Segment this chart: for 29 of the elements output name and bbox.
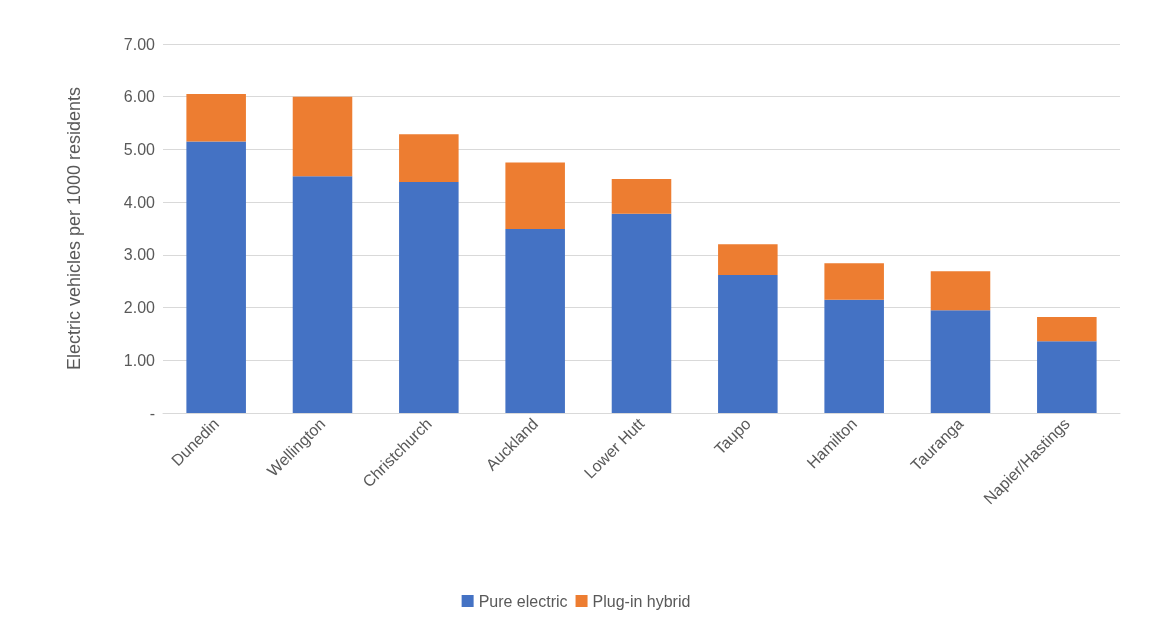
legend-label: Plug-in hybrid [592, 592, 691, 610]
bar [505, 162, 565, 230]
bar [186, 94, 246, 142]
bar [505, 229, 565, 413]
y-tick-label: 7.00 [123, 35, 156, 53]
bar [399, 182, 459, 413]
bar [1037, 317, 1097, 342]
bar [824, 299, 884, 413]
bar [611, 213, 672, 413]
y-axis-title: Electric vehicles per 1000 residents [64, 86, 84, 371]
bar [930, 310, 991, 413]
y-tick-label: 2.00 [123, 299, 156, 317]
bar [399, 134, 459, 183]
y-tick-label: 4.00 [123, 193, 156, 211]
y-tick-label: 3.00 [123, 246, 156, 264]
y-tick-label: 5.00 [123, 140, 156, 158]
bar [718, 244, 778, 275]
bar [824, 263, 884, 300]
bar [611, 178, 672, 214]
y-tick-label: 1.00 [123, 351, 156, 369]
y-tick-label: 6.00 [123, 88, 156, 106]
bar [292, 96, 353, 177]
bar [718, 274, 778, 413]
bar [930, 271, 991, 311]
bar [1037, 341, 1097, 413]
y-tick-label: - [149, 404, 155, 422]
legend-label: Pure electric [478, 592, 568, 610]
bar [292, 176, 353, 413]
bar [186, 141, 246, 413]
